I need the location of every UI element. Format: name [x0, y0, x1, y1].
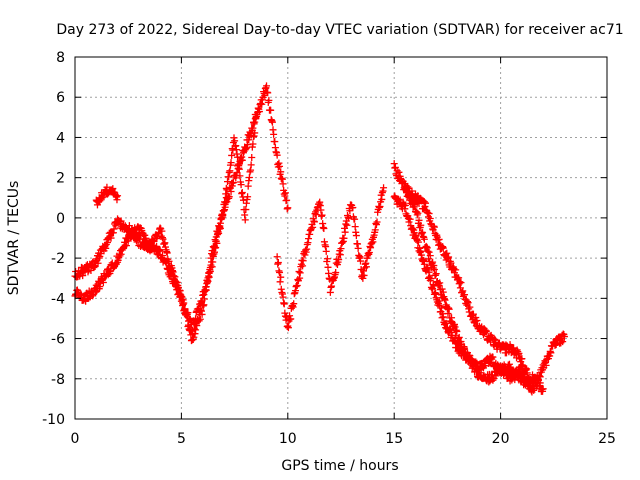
x-tick-label: 5 — [177, 431, 186, 447]
marker-set — [390, 192, 547, 395]
x-tick-label: 10 — [279, 431, 297, 447]
y-tick-label: -2 — [51, 251, 65, 267]
x-tick-label: 0 — [71, 431, 80, 447]
y-tick-labels: -10 -8 -6 -4 -2 0 2 4 6 8 — [42, 50, 65, 428]
data-points — [71, 82, 568, 396]
x-tick-label: 25 — [598, 431, 616, 447]
chart-title: Day 273 of 2022, Sidereal Day-to-day VTE… — [56, 22, 623, 38]
marker-set — [71, 113, 260, 335]
y-tick-label: 8 — [56, 50, 65, 66]
y-tick-label: -4 — [51, 291, 65, 307]
y-tick-label: 4 — [56, 130, 65, 146]
marker-set — [401, 183, 526, 366]
series-track-c — [92, 183, 122, 209]
y-axis-label: SDTVAR / TECUs — [6, 181, 22, 296]
series-track-f — [390, 192, 547, 395]
marker-set — [92, 183, 122, 209]
y-tick-label: 2 — [56, 171, 65, 187]
y-tick-label: 6 — [56, 90, 65, 106]
x-tick-labels: 0 5 10 15 20 25 — [71, 431, 616, 447]
series-track-g — [401, 183, 526, 366]
series-track-d — [273, 184, 388, 332]
y-tick-label: 0 — [56, 211, 65, 227]
marker-set — [273, 184, 388, 332]
axis-ticks — [74, 56, 608, 420]
plot-frame — [74, 56, 608, 420]
y-tick-label: -10 — [42, 412, 65, 428]
series-track-b — [71, 113, 260, 335]
x-tick-label: 15 — [385, 431, 403, 447]
y-tick-label: -8 — [51, 372, 65, 388]
y-tick-label: -6 — [51, 332, 65, 348]
x-tick-label: 20 — [492, 431, 510, 447]
x-axis-label: GPS time / hours — [281, 458, 398, 474]
